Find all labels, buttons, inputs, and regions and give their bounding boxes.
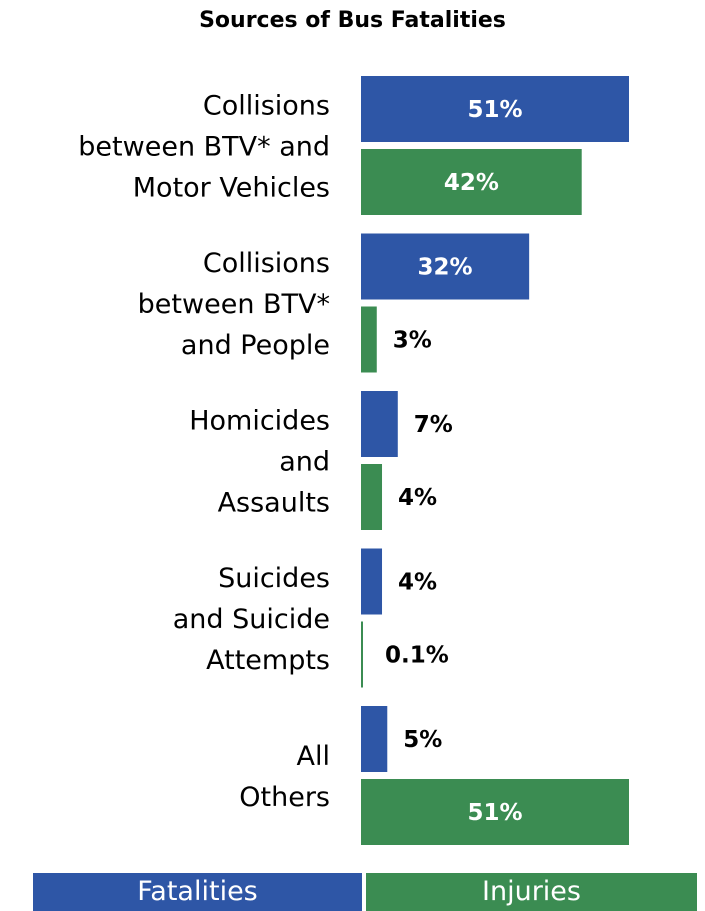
bar-injuries-collisions-between-btv-and-motor-vehicles	[361, 149, 582, 215]
category-label-collisions-between-btv-and-people-line-0: Collisions	[203, 248, 330, 279]
bar-chart: Collisions between BTV* and Motor Vehicles…	[78, 76, 629, 845]
legend-fatalities: Fatalities	[33, 873, 362, 911]
bar-fatalities-suicides-and-suicide-attempts	[361, 548, 383, 615]
bar-injuries-homicides-and-assaults	[361, 464, 383, 530]
category-label-all-others-line-0: All	[297, 741, 330, 772]
category-label-collisions-between-btv-and-people-line-1: between BTV*	[138, 289, 330, 320]
bar-injuries-all-others	[361, 779, 629, 845]
data-label-injuries-collisions-between-btv-and-people: 3%	[393, 328, 432, 354]
category-label-homicides-and-assaults-line-0: Homicides	[189, 406, 330, 437]
category-label-collisions-between-btv-and-people-line-2: and People	[181, 330, 330, 361]
bar-fatalities-homicides-and-assaults	[361, 391, 398, 457]
category-label-collisions-between-btv-and-motor-vehicles-line-1: between BTV* and	[78, 132, 330, 163]
bar-injuries-collisions-between-btv-and-people	[361, 306, 377, 373]
bar-fatalities-all-others	[361, 706, 388, 772]
bar-fatalities-collisions-between-btv-and-people	[361, 233, 530, 300]
category-label-suicides-and-suicide-attempts-line-0: Suicides	[218, 563, 330, 594]
data-label-fatalities-suicides-and-suicide-attempts: 4%	[398, 570, 437, 596]
category-label-homicides-and-assaults-line-2: Assaults	[218, 488, 330, 519]
category-label-homicides-and-assaults-line-1: and	[279, 447, 330, 478]
data-label-fatalities-homicides-and-assaults: 7%	[414, 412, 453, 438]
category-label-all-others-line-1: Others	[239, 782, 330, 813]
bar-fatalities-collisions-between-btv-and-motor-vehicles	[361, 76, 629, 142]
category-label-collisions-between-btv-and-motor-vehicles-line-2: Motor Vehicles	[133, 173, 330, 204]
data-label-fatalities-all-others: 5%	[403, 727, 442, 753]
chart-title: Sources of Bus Fatalities	[199, 8, 506, 33]
data-label-fatalities-collisions-between-btv-and-people: 32%	[418, 255, 473, 281]
bar-injuries-suicides-and-suicide-attempts	[361, 621, 363, 688]
data-label-injuries-homicides-and-assaults: 4%	[398, 485, 437, 511]
data-label-injuries-suicides-and-suicide-attempts: 0.1%	[385, 643, 449, 669]
category-label-collisions-between-btv-and-motor-vehicles-line-0: Collisions	[203, 91, 330, 122]
data-label-fatalities-collisions-between-btv-and-motor-vehicles: 51%	[467, 97, 522, 123]
data-label-injuries-collisions-between-btv-and-motor-vehicles: 42%	[444, 170, 499, 196]
data-label-injuries-all-others: 51%	[467, 800, 522, 826]
category-label-suicides-and-suicide-attempts-line-2: Attempts	[206, 645, 330, 676]
category-label-suicides-and-suicide-attempts-line-1: and Suicide	[173, 604, 330, 635]
legend-injuries: Injuries	[366, 873, 697, 911]
